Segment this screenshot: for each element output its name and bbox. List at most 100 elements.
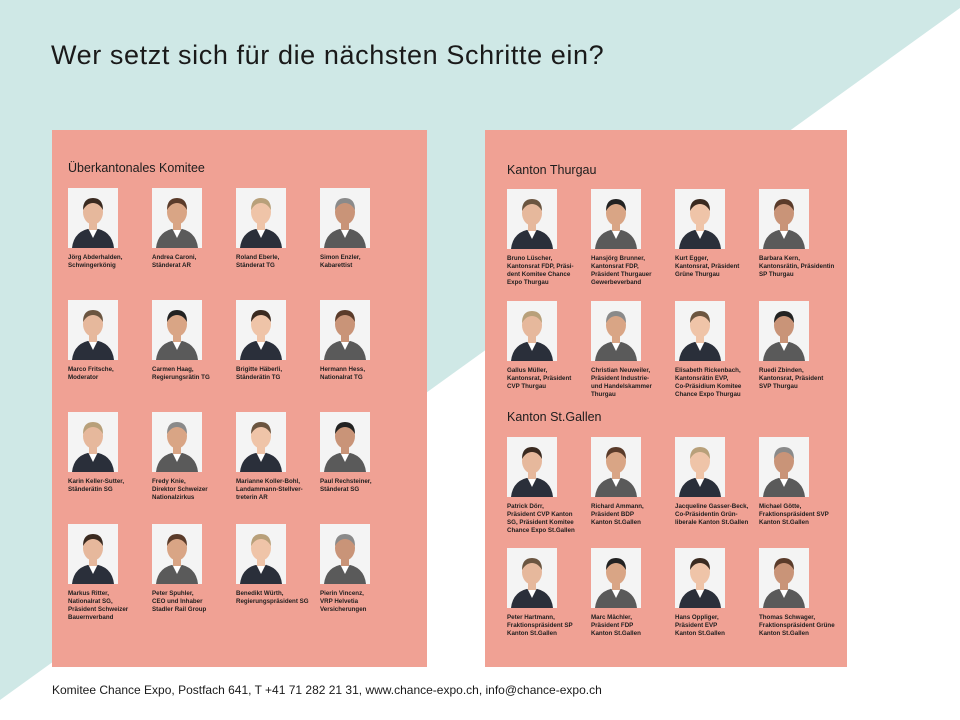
person-caption: Barbara Kern, Kantonsrätin, Präsidentin SP… (759, 255, 843, 279)
portrait-illustration (507, 189, 557, 249)
caption-line: Jacqueline Gasser-Beck, (675, 503, 749, 510)
portrait-photo (236, 188, 286, 248)
person-card: Christian Neuweiler, Präsident Industrie-… (591, 301, 675, 399)
person-card: Marco Fritsche, Moderator (68, 300, 152, 382)
caption-line: VRP Helvetia (320, 598, 359, 605)
caption-line: Hansjörg Brunner, (591, 255, 645, 262)
person-card: Fredy Knie, Direktor Schweizer Nationalzir… (152, 412, 236, 502)
person-card: Michael Götte, Fraktionspräsident SVP Kant… (759, 437, 843, 527)
caption-line: Thomas Schwager, (759, 614, 816, 621)
person-caption: Simon Enzler, Kabarettist (320, 254, 404, 270)
portrait-photo (759, 301, 809, 361)
caption-line: Marianne Koller-Bohl, (236, 478, 300, 485)
portrait-illustration (675, 548, 725, 608)
caption-line: Ständerätin SG (68, 486, 113, 493)
person-card: Patrick Dörr, Präsident CVP Kanton SG, Prä… (507, 437, 591, 535)
caption-line: Präsident BDP (591, 511, 634, 518)
caption-line: Kanton St.Gallen (759, 630, 809, 637)
person-card: Carmen Haag, Regierungsrätin TG (152, 300, 236, 382)
portrait-illustration (320, 300, 370, 360)
person-card: Pierin Vincenz, VRP Helvetia Versicherunge… (320, 524, 404, 614)
person-card: Simon Enzler, Kabarettist (320, 188, 404, 270)
portrait-photo (675, 301, 725, 361)
caption-line: Ständerätin TG (236, 374, 281, 381)
person-caption: Markus Ritter, Nationalrat SG, Präsident S… (68, 590, 152, 622)
portrait-photo (759, 548, 809, 608)
caption-line: Elisabeth Rickenbach, (675, 367, 741, 374)
portrait-illustration (236, 524, 286, 584)
person-caption: Elisabeth Rickenbach, Kantonsrätin EVP, Co… (675, 367, 759, 399)
person-caption: Michael Götte, Fraktionspräsident SVP Kant… (759, 503, 843, 527)
portrait-illustration (320, 188, 370, 248)
person-caption: Kurt Egger, Kantonsrat, Präsident Grüne Th… (675, 255, 759, 279)
person-card: Barbara Kern, Kantonsrätin, Präsidentin SP… (759, 189, 843, 279)
page-title: Wer setzt sich für die nächsten Schritte… (51, 40, 605, 70)
portrait-photo (320, 188, 370, 248)
portrait-photo (152, 524, 202, 584)
person-caption: Jacqueline Gasser-Beck, Co-Präsidentin Gr… (675, 503, 759, 527)
portrait-photo (68, 300, 118, 360)
person-card: Kurt Egger, Kantonsrat, Präsident Grüne Th… (675, 189, 759, 279)
caption-line: Präsident FDP (591, 622, 634, 629)
person-card: Markus Ritter, Nationalrat SG, Präsident S… (68, 524, 152, 622)
caption-line: Richard Ammann, (591, 503, 644, 510)
person-card: Gallus Müller, Kantonsrat, Präsident CVP T… (507, 301, 591, 391)
section-heading-stgallen: Kanton St.Gallen (507, 410, 602, 424)
portrait-illustration (68, 300, 118, 360)
portrait-illustration (320, 524, 370, 584)
caption-line: Bruno Lüscher, (507, 255, 553, 262)
portrait-photo (591, 437, 641, 497)
caption-line: Expo Thurgau (507, 279, 549, 286)
caption-line: Marco Fritsche, (68, 366, 114, 373)
person-caption: Brigitte Häberli, Ständerätin TG (236, 366, 320, 382)
panel-kantone: Kanton Thurgau Bruno Lüscher, Kantonsrat … (485, 130, 847, 667)
portrait-illustration (507, 437, 557, 497)
caption-line: Andrea Caroni, (152, 254, 197, 261)
person-card: Thomas Schwager, Fraktionspräsident Grüne… (759, 548, 843, 638)
caption-line: Kantonsrätin, Präsidentin (759, 263, 835, 270)
person-card: Marc Mächler, Präsident FDP Kanton St.Gall… (591, 548, 675, 638)
portrait-photo (759, 189, 809, 249)
caption-line: Benedikt Würth, (236, 590, 284, 597)
person-caption: Karin Keller-Sutter, Ständerätin SG (68, 478, 152, 494)
person-caption: Paul Rechsteiner, Ständerat SG (320, 478, 404, 494)
person-caption: Ruedi Zbinden, Kantonsrat, Präsident SVP T… (759, 367, 843, 391)
caption-line: Landammann-Stellver- (236, 486, 303, 493)
person-caption: Marc Mächler, Präsident FDP Kanton St.Gall… (591, 614, 675, 638)
person-caption: Thomas Schwager, Fraktionspräsident Grüne… (759, 614, 843, 638)
person-card: Peter Hartmann, Fraktionspräsident SP Kant… (507, 548, 591, 638)
caption-line: Präsident CVP Kanton (507, 511, 573, 518)
portrait-photo (675, 437, 725, 497)
caption-line: CEO und Inhaber (152, 598, 203, 605)
person-caption: Jörg Abderhalden, Schwingerkönig (68, 254, 152, 270)
person-caption: Fredy Knie, Direktor Schweizer Nationalzir… (152, 478, 236, 502)
caption-line: Barbara Kern, (759, 255, 800, 262)
section-heading-ueberkantonal: Überkantonales Komitee (68, 161, 205, 175)
caption-line: Gewerbeverband (591, 279, 642, 286)
portrait-illustration (236, 300, 286, 360)
caption-line: Präsident Schweizer (68, 606, 129, 613)
caption-line: Fraktionspräsident SVP (759, 511, 829, 518)
caption-line: Kantonsrat FDP, Präsi- (507, 263, 574, 270)
footer-contact: Komitee Chance Expo, Postfach 641, T +41… (52, 683, 602, 697)
caption-line: Chance Expo St.Gallen (507, 527, 575, 534)
caption-line: Nationalrat TG (320, 374, 363, 381)
portrait-photo (152, 300, 202, 360)
caption-line: Direktor Schweizer (152, 486, 208, 493)
portrait-illustration (675, 301, 725, 361)
person-caption: Gallus Müller, Kantonsrat, Präsident CVP T… (507, 367, 591, 391)
caption-line: Kantonsrat, Präsident (507, 375, 572, 382)
caption-line: Stadler Rail Group (152, 606, 207, 613)
caption-line: SG, Präsident Komitee (507, 519, 574, 526)
person-card: Peter Spuhler, CEO und Inhaber Stadler Rai… (152, 524, 236, 614)
portrait-photo (68, 188, 118, 248)
caption-line: Chance Expo Thurgau (675, 391, 741, 398)
caption-line: Gallus Müller, (507, 367, 548, 374)
person-caption: Patrick Dörr, Präsident CVP Kanton SG, Prä… (507, 503, 591, 535)
person-card: Hansjörg Brunner, Kantonsrat FDP, Präsiden… (591, 189, 675, 287)
portrait-photo (320, 412, 370, 472)
caption-line: SVP Thurgau (759, 383, 798, 390)
caption-line: dent Komitee Chance (507, 271, 571, 278)
portrait-illustration (152, 524, 202, 584)
caption-line: Versicherungen (320, 606, 367, 613)
